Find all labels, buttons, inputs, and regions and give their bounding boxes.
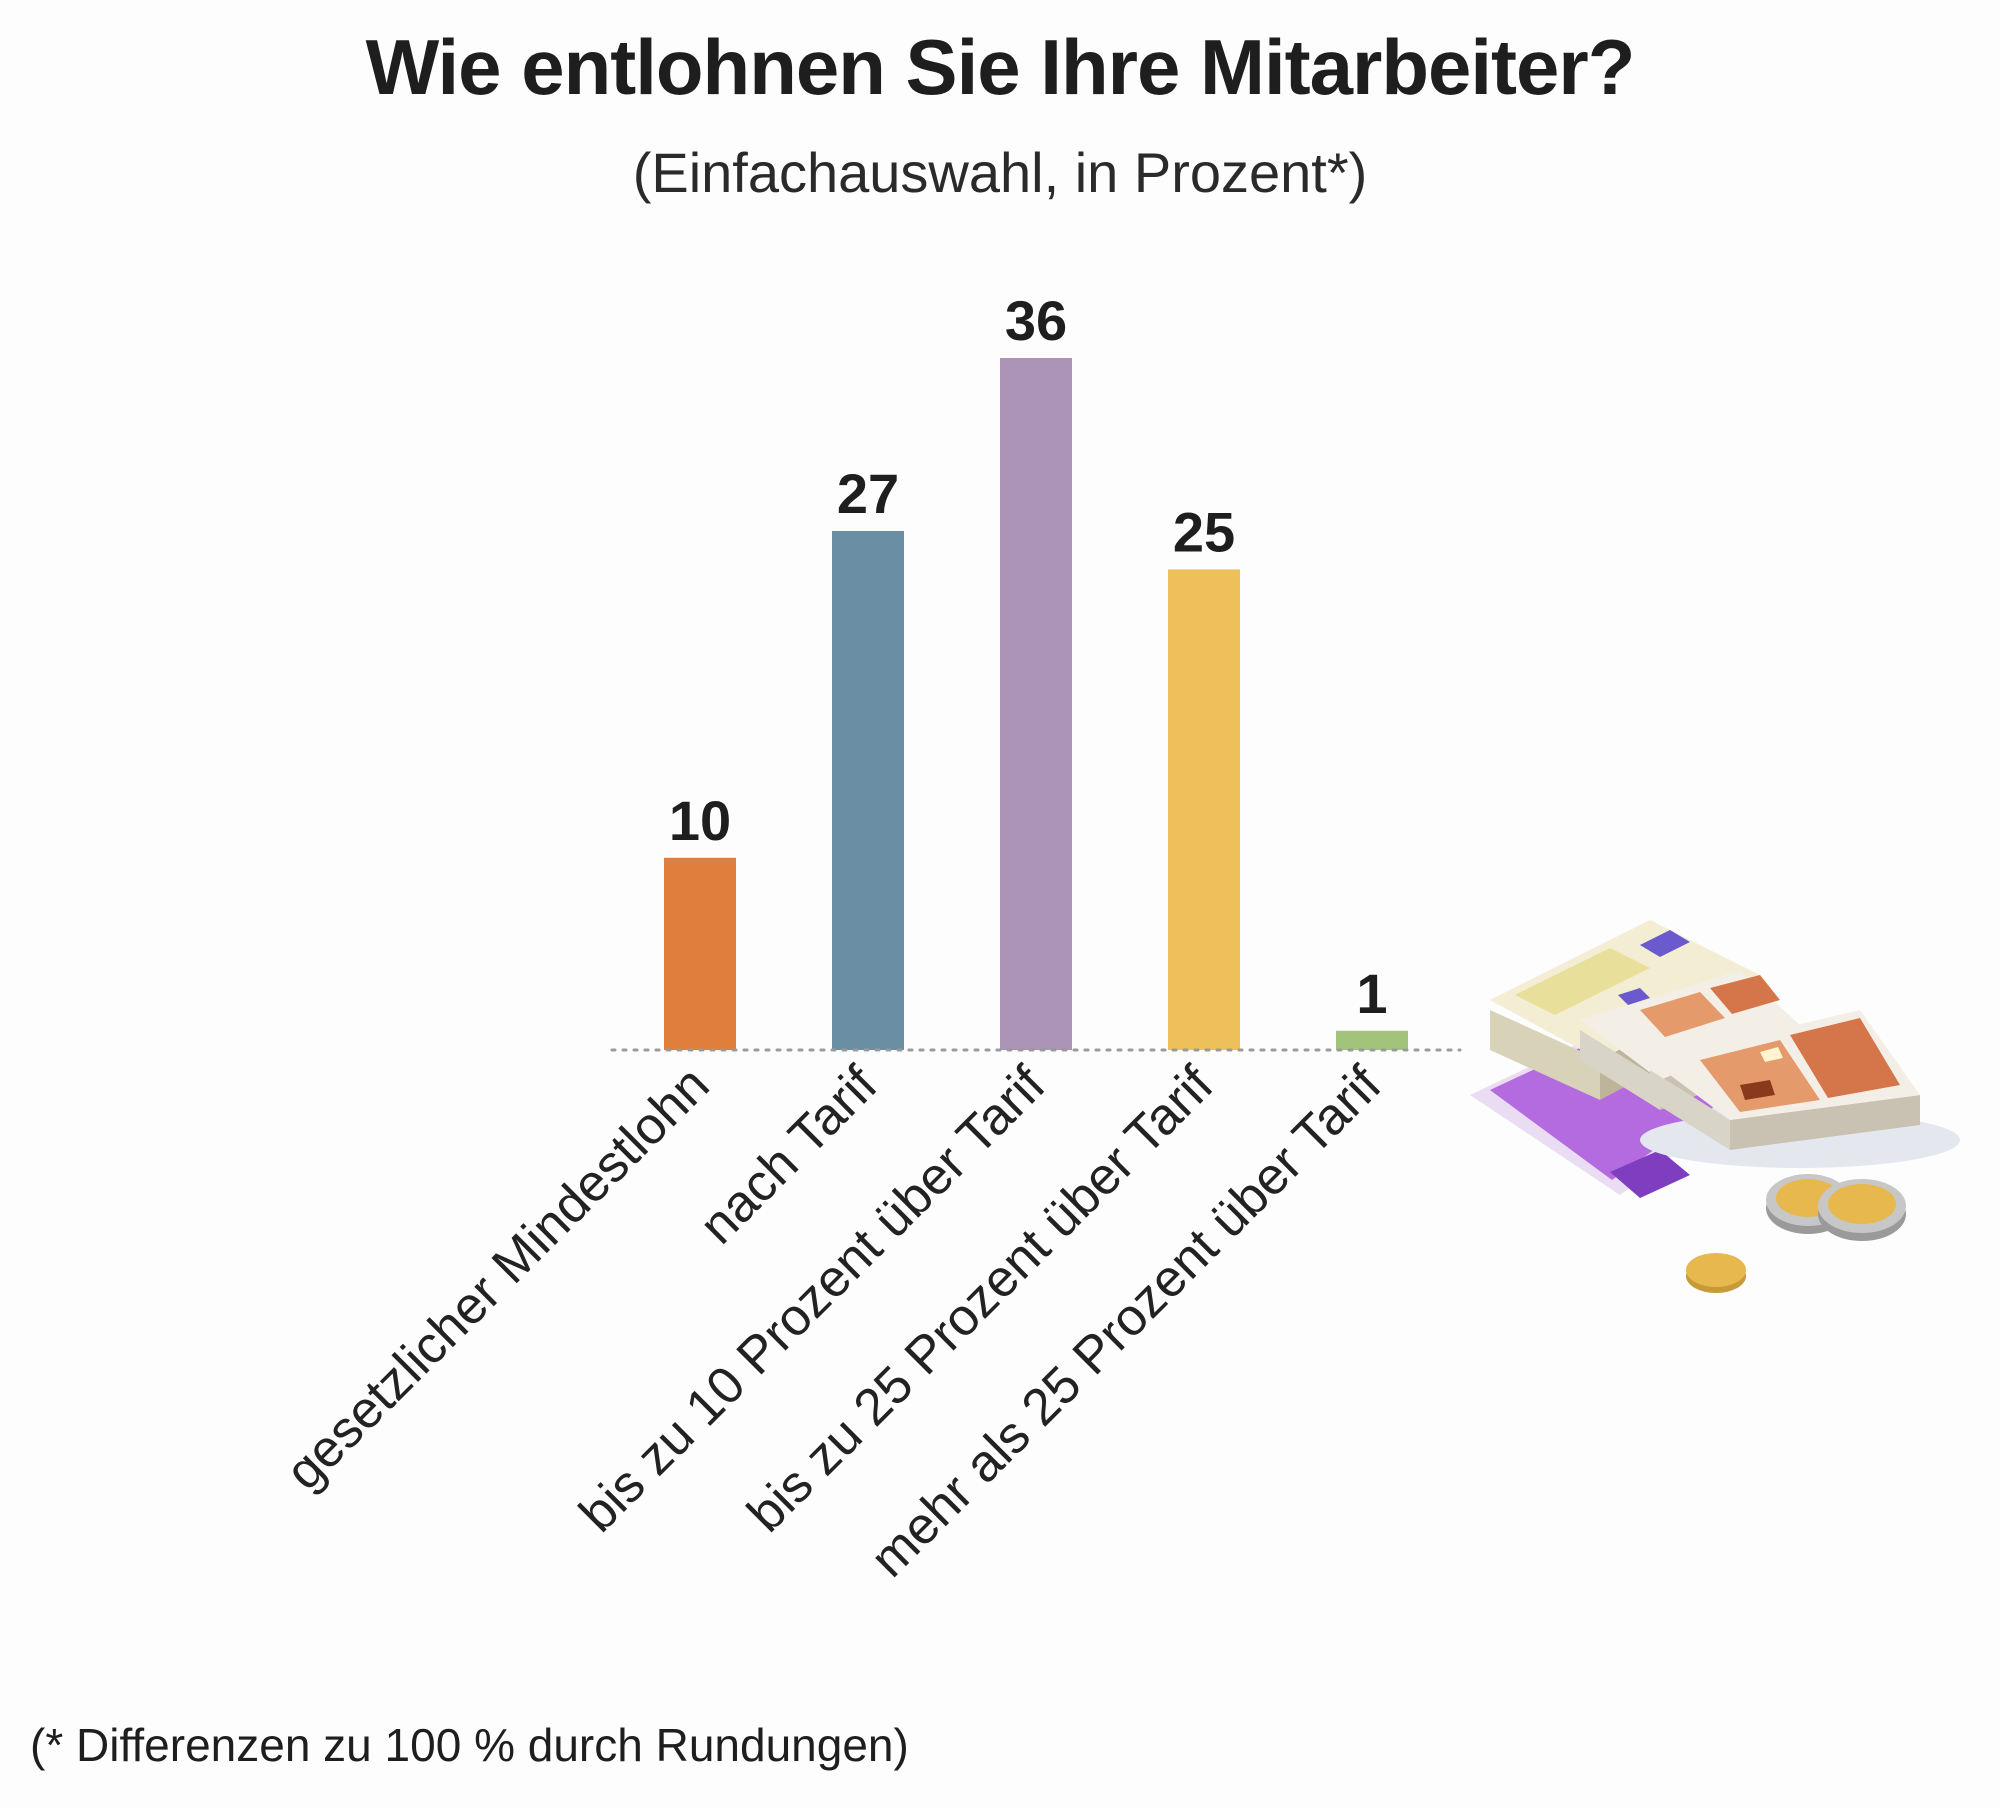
money-illustration (1470, 920, 1960, 1293)
bar-value-label: 1 (1356, 962, 1387, 1025)
bars-layer (664, 358, 1408, 1050)
values-layer: 10 27 36 25 1 (669, 289, 1388, 1025)
bar-1 (664, 857, 736, 1050)
bar-4 (1168, 569, 1240, 1050)
bar-5 (1336, 1030, 1408, 1050)
bar-value-label: 36 (1005, 289, 1067, 352)
chart-subtitle: (Einfachauswahl, in Prozent*) (632, 141, 1368, 204)
coin-icon (1686, 1253, 1746, 1293)
bar-value-label: 25 (1173, 500, 1235, 563)
bar-value-label: 10 (669, 789, 731, 852)
chart-title: Wie entlohnen Sie Ihre Mitarbeiter? (365, 23, 1636, 111)
bar-3 (1000, 358, 1072, 1050)
bar-value-label: 27 (837, 462, 899, 525)
chart-footnote: (* Differenzen zu 100 % durch Rundungen) (30, 1719, 909, 1771)
orange-banknote-stack-front-icon (1650, 1010, 1920, 1150)
bar-2 (832, 531, 904, 1050)
coin-icon (1818, 1179, 1906, 1241)
